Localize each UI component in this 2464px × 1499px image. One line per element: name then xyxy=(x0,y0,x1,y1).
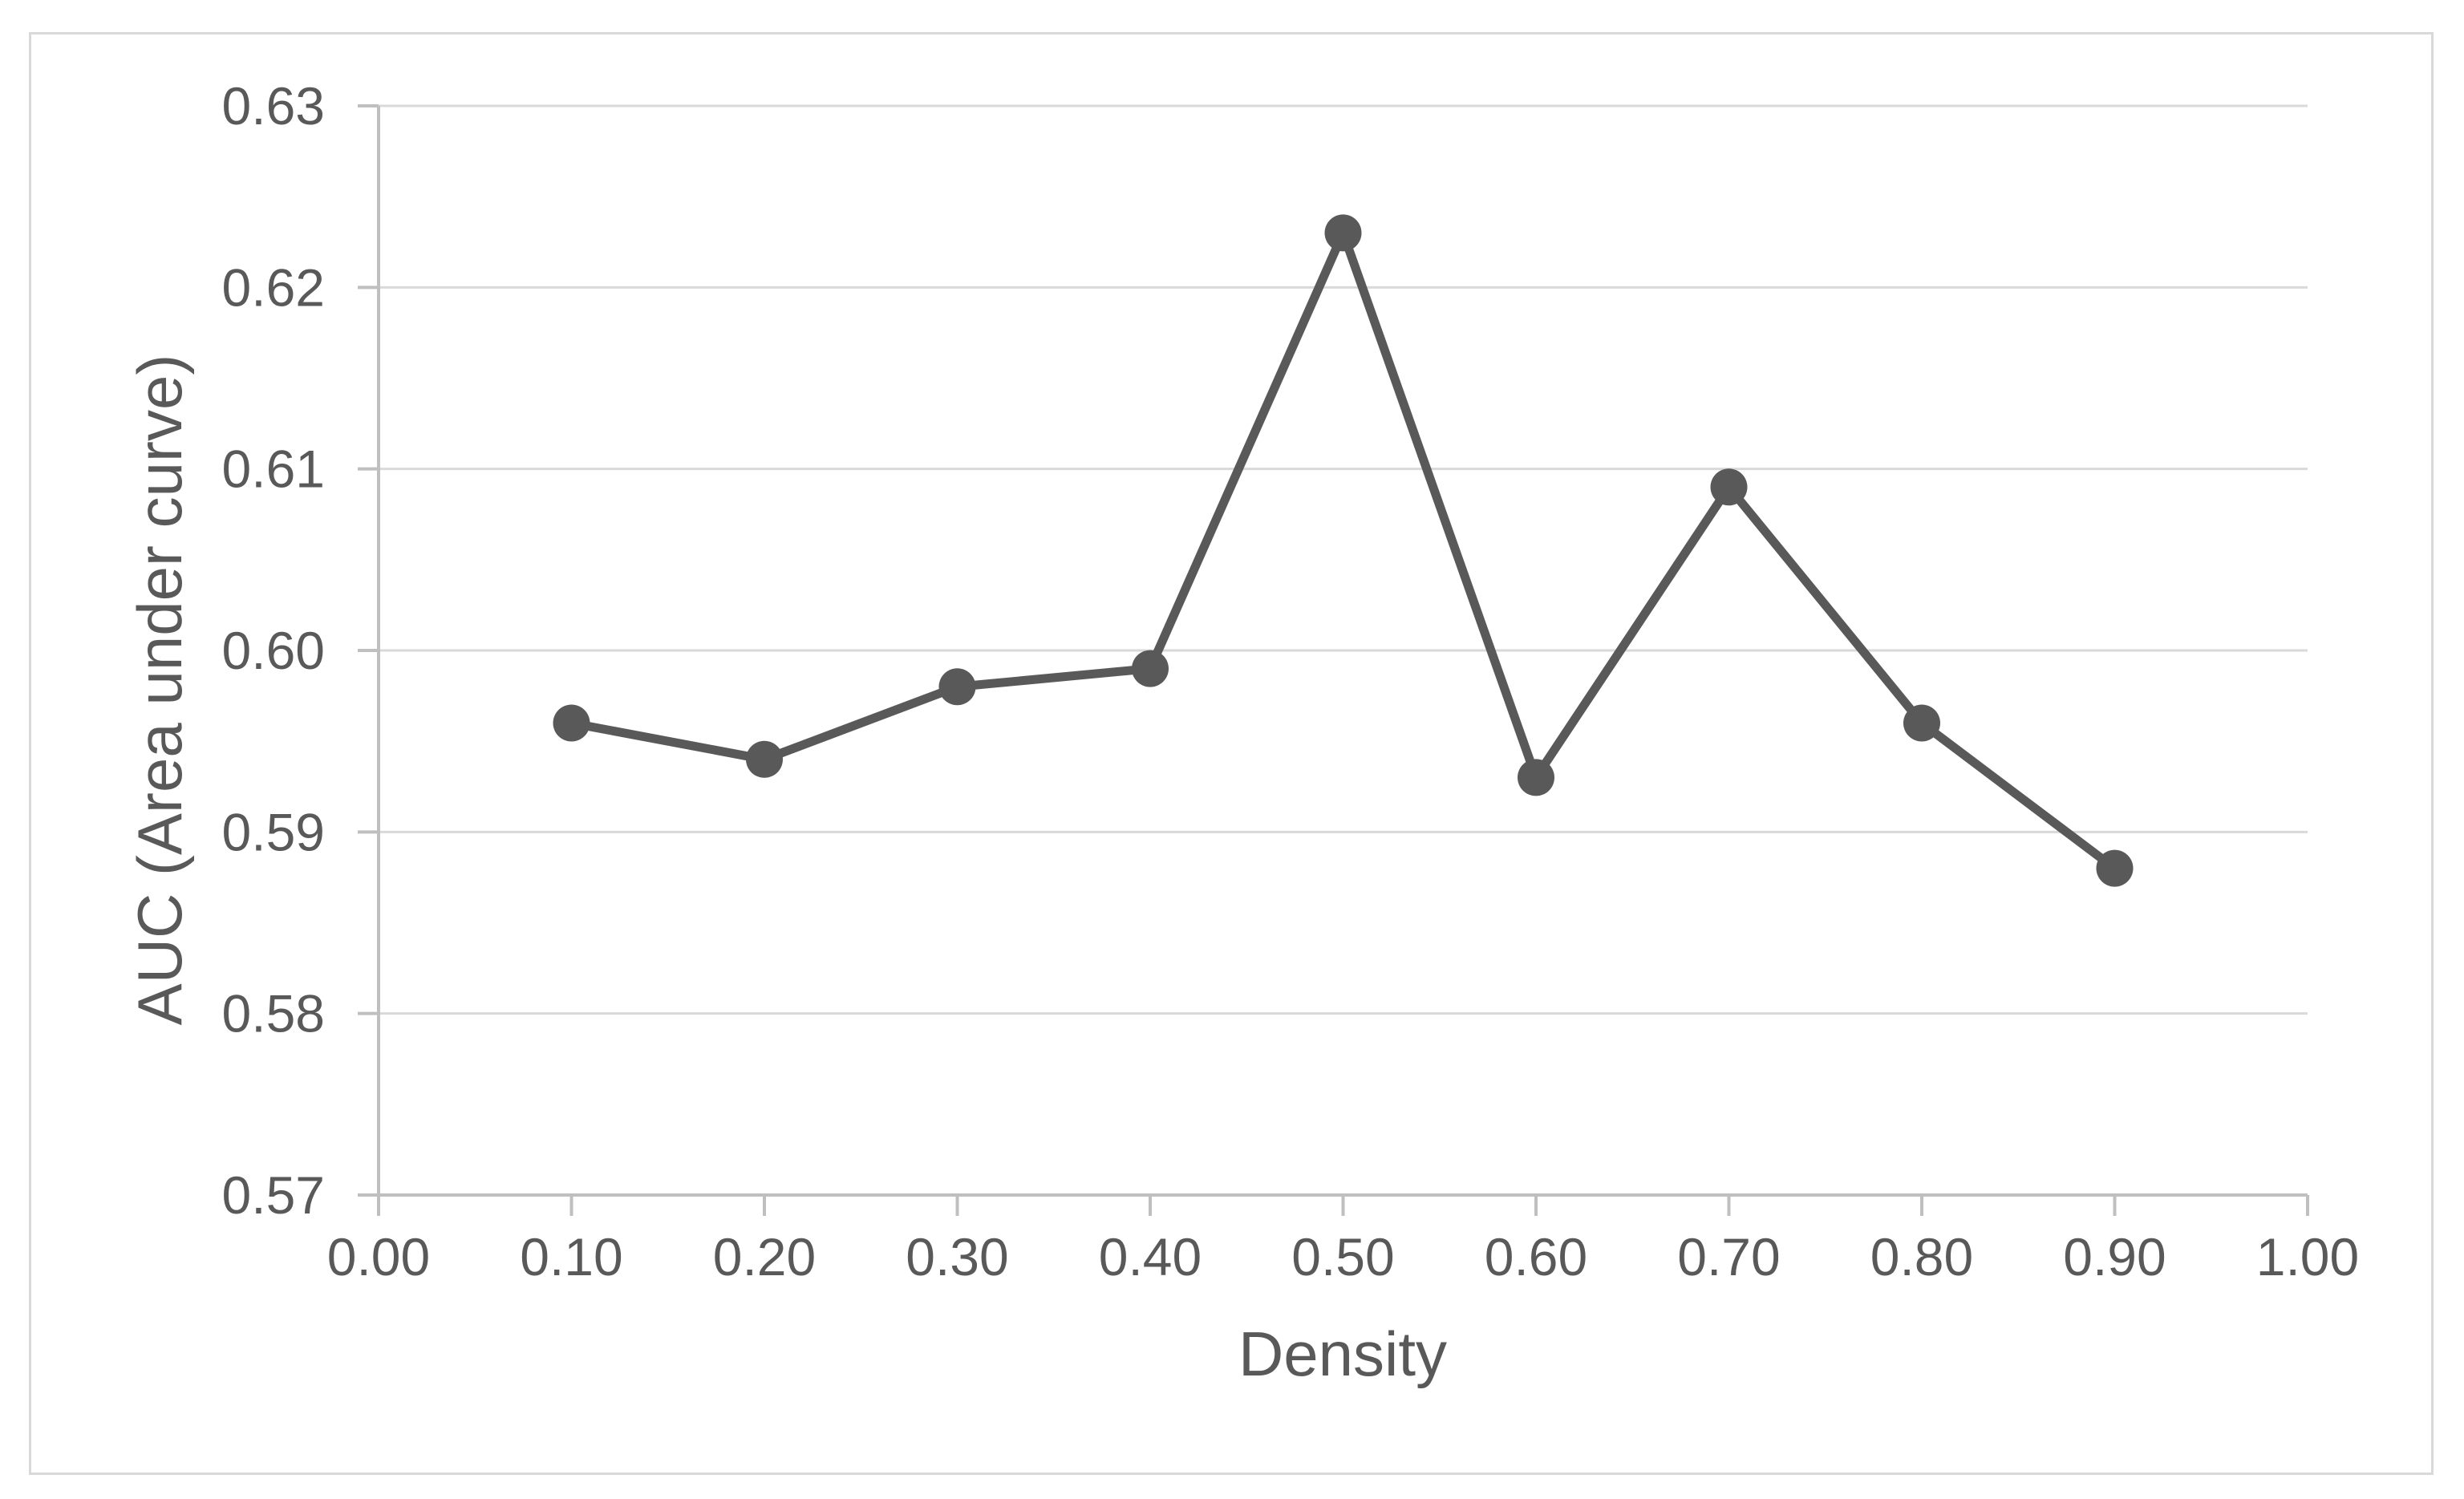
y-tick-label: 0.61 xyxy=(222,440,325,499)
x-tick-label: 0.30 xyxy=(906,1227,1008,1286)
x-tick-label: 0.80 xyxy=(1870,1227,1973,1286)
x-tick-labels: 0.00 0.10 0.20 0.30 0.40 0.50 0.60 0.70 0.80 0.90… xyxy=(327,1227,2359,1286)
x-axis-title: Density xyxy=(1238,1319,1447,1389)
data-point-marker xyxy=(1710,468,1748,506)
chart-frame xyxy=(29,32,2434,1475)
data-point-marker xyxy=(1324,214,1362,252)
y-axis-title: AUC (Area under curve) xyxy=(124,354,195,1026)
x-tick-label: 1.00 xyxy=(2256,1227,2359,1286)
data-point-marker xyxy=(1132,650,1169,687)
x-tick-label: 0.00 xyxy=(327,1227,430,1286)
data-point-marker xyxy=(2096,849,2134,887)
data-point-marker xyxy=(938,668,976,706)
y-tick-label: 0.63 xyxy=(222,76,325,136)
data-point-marker xyxy=(553,704,590,742)
data-point-marker xyxy=(1518,759,1554,796)
y-tick-labels: 0.57 0.58 0.59 0.60 0.61 0.62 0.63 xyxy=(222,76,325,1225)
axis-ticks xyxy=(358,104,2309,1216)
x-tick-label: 0.10 xyxy=(520,1227,622,1286)
y-tick-label: 0.58 xyxy=(222,984,325,1043)
data-series-line xyxy=(567,228,2119,873)
x-tick-label: 0.50 xyxy=(1291,1227,1394,1286)
data-point-marker xyxy=(746,740,783,778)
x-tick-label: 0.20 xyxy=(713,1227,816,1286)
x-tick-label: 0.40 xyxy=(1099,1227,1202,1286)
y-tick-label: 0.59 xyxy=(222,802,325,861)
y-tick-label: 0.62 xyxy=(222,257,325,317)
x-tick-label: 0.60 xyxy=(1485,1227,1587,1286)
y-gridlines xyxy=(379,104,2308,1015)
data-point-marker xyxy=(1903,704,1940,742)
x-tick-label: 0.90 xyxy=(2063,1227,2166,1286)
y-tick-label: 0.60 xyxy=(222,621,325,680)
axes xyxy=(358,106,2308,1216)
x-tick-label: 0.70 xyxy=(1677,1227,1780,1286)
data-series xyxy=(553,214,2134,887)
y-tick-label: 0.57 xyxy=(222,1165,325,1225)
